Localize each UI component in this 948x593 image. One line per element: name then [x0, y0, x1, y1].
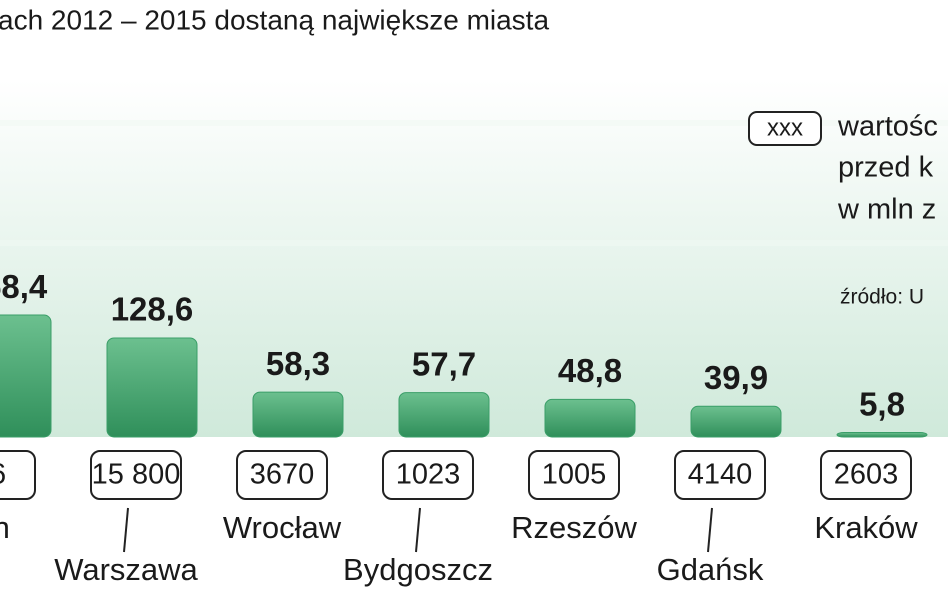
category-label: Kraków — [814, 510, 918, 545]
legend-line: wartośc — [837, 111, 938, 143]
leader-line — [415, 507, 421, 553]
bar — [252, 391, 344, 438]
value-label: 158,4 — [0, 268, 48, 305]
legend-line: w mln z — [837, 194, 936, 226]
count-box — [90, 450, 182, 500]
bar — [106, 337, 198, 438]
count-label: 1023 — [396, 459, 461, 491]
count-label: 3670 — [250, 459, 315, 491]
legend-box-label: xxx — [767, 114, 803, 141]
bar — [0, 314, 52, 438]
count-box — [382, 450, 474, 500]
source: źródło: U — [840, 286, 924, 309]
bar — [836, 432, 928, 438]
bar — [398, 392, 490, 438]
category-label: Wrocław — [223, 510, 342, 545]
count-box — [236, 450, 328, 500]
bar — [544, 398, 636, 438]
count-label: 2603 — [834, 459, 899, 491]
value-label: 128,6 — [111, 291, 194, 328]
category-label: cin — [0, 510, 10, 545]
legend-box — [748, 111, 822, 146]
leader-line — [707, 507, 713, 553]
count-label: 1005 — [542, 459, 607, 491]
stripe — [0, 120, 948, 126]
category-label: Bydgoszcz — [343, 552, 493, 587]
value-label: 57,7 — [412, 345, 476, 382]
bar — [690, 405, 782, 438]
count-box — [0, 450, 36, 500]
category-label: Warszawa — [54, 552, 198, 587]
value-label: 48,8 — [558, 352, 622, 389]
value-label: 5,8 — [859, 385, 905, 422]
leader-line — [123, 507, 129, 553]
stripe — [0, 240, 948, 246]
value-label: 39,9 — [704, 359, 768, 396]
count-label: 56 — [0, 459, 6, 491]
count-box — [528, 450, 620, 500]
category-label: Rzeszów — [511, 510, 637, 545]
title: ach 2012 – 2015 dostaną największe miast… — [0, 4, 549, 35]
legend-line: przed k — [838, 152, 934, 184]
count-label: 4140 — [688, 459, 753, 491]
value-label: 58,3 — [266, 345, 330, 382]
count-label: 15 800 — [92, 459, 181, 491]
count-box — [820, 450, 912, 500]
count-box — [674, 450, 766, 500]
category-label: Gdańsk — [657, 552, 764, 587]
